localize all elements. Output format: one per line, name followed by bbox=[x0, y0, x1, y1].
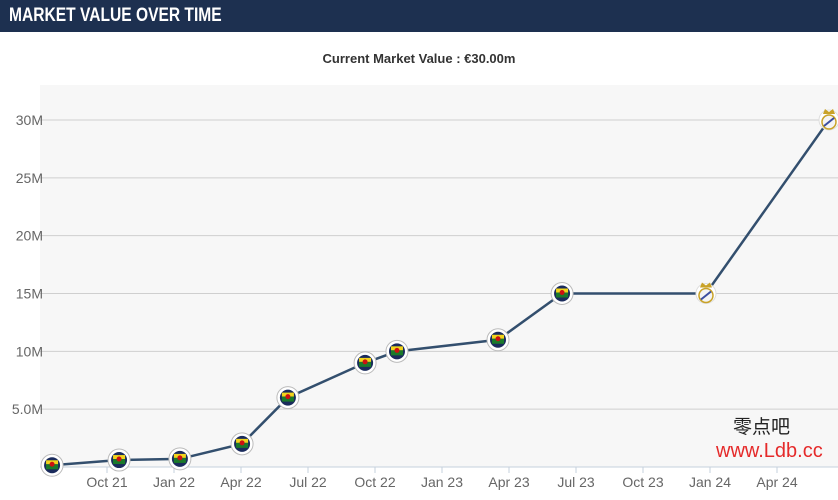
y-tick-label: 15M bbox=[16, 286, 43, 302]
x-tick-label: Oct 23 bbox=[622, 474, 663, 490]
badge-center bbox=[394, 347, 400, 353]
badge-crown bbox=[822, 109, 835, 114]
badge-center bbox=[362, 359, 368, 365]
badge-center bbox=[239, 440, 245, 446]
fenerbahce-badge-icon bbox=[276, 386, 300, 410]
y-tick-label: 30M bbox=[16, 112, 43, 128]
x-tick-label: Jul 22 bbox=[289, 474, 327, 490]
real-madrid-badge-icon bbox=[695, 282, 717, 304]
fenerbahce-badge-icon bbox=[107, 448, 131, 472]
fenerbahce-badge-icon bbox=[486, 328, 510, 352]
badge-sash bbox=[823, 117, 835, 127]
chart-title: Current Market Value : €30.00m bbox=[322, 51, 516, 66]
badge-center bbox=[116, 456, 122, 462]
fenerbahce-badge-icon bbox=[40, 453, 64, 477]
x-tick-label: Jan 23 bbox=[421, 474, 463, 490]
x-tick-label: Apr 22 bbox=[220, 474, 261, 490]
badge-center bbox=[559, 290, 565, 295]
x-tick-label: Oct 21 bbox=[86, 474, 127, 490]
y-tick-label: 20M bbox=[16, 228, 43, 244]
x-tick-label: Oct 22 bbox=[354, 474, 395, 490]
plot-area bbox=[40, 85, 838, 467]
badge-sash bbox=[700, 290, 712, 301]
section-header: MARKET VALUE OVER TIME bbox=[0, 0, 838, 32]
y-tick-label: 5.0M bbox=[12, 401, 43, 417]
fenerbahce-badge-icon bbox=[550, 282, 574, 305]
section-title: MARKET VALUE OVER TIME bbox=[9, 5, 222, 26]
fenerbahce-badge-icon bbox=[353, 351, 377, 375]
y-tick-label: 10M bbox=[16, 343, 43, 359]
x-tick-label: Jan 22 bbox=[153, 474, 195, 490]
badge-center bbox=[495, 336, 501, 342]
fenerbahce-badge-icon bbox=[385, 339, 409, 363]
badge-crown bbox=[699, 282, 712, 288]
x-tick-label: Apr 23 bbox=[488, 474, 529, 490]
badge-center bbox=[285, 394, 291, 400]
badge-center bbox=[177, 455, 183, 461]
watermark-chinese: 零点吧 bbox=[733, 416, 791, 438]
x-tick-label: Jan 24 bbox=[689, 474, 731, 490]
fenerbahce-badge-icon bbox=[168, 447, 192, 471]
y-tick-label: 25M bbox=[16, 170, 43, 186]
badge-center bbox=[49, 461, 55, 467]
fenerbahce-badge-icon bbox=[230, 432, 254, 456]
x-tick-label: Jul 23 bbox=[557, 474, 595, 490]
watermark-url: www.Ldb.cc bbox=[716, 440, 823, 462]
x-tick-label: Apr 24 bbox=[756, 474, 797, 490]
real-madrid-badge-icon bbox=[818, 109, 838, 131]
